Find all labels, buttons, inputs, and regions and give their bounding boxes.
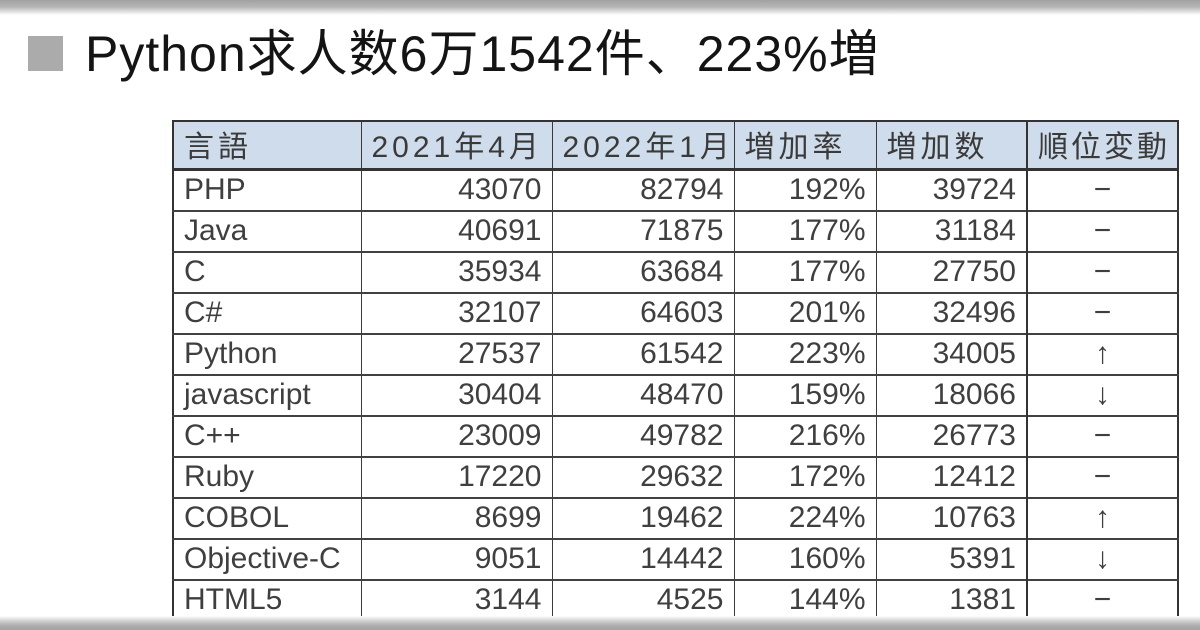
value-cell: 26773	[875, 415, 1027, 457]
table-row: PHP 43070 82794 192% 39724−	[173, 169, 1178, 211]
language-cell: Ruby	[173, 456, 361, 498]
value-cell: 12412	[875, 456, 1027, 498]
value-cell: 3144	[360, 579, 552, 621]
rank-change-cell: −	[1026, 251, 1178, 293]
rank-change-cell: ↑	[1026, 333, 1178, 375]
value-cell: 48470	[551, 374, 734, 416]
table-row: C++ 23009 49782 216% 26773−	[173, 415, 1178, 457]
rank-change-cell: −	[1026, 579, 1178, 621]
column-header: 増加率	[733, 121, 876, 171]
table-row: Objective-C 9051 14442 160% 5391 ↓	[173, 538, 1178, 580]
value-cell: 19462	[551, 497, 734, 539]
value-cell: 32496	[875, 292, 1027, 334]
value-cell: 18066	[875, 374, 1027, 416]
value-cell: 39724	[875, 169, 1027, 211]
column-header: 増加数	[875, 121, 1027, 171]
value-cell: 27750	[875, 251, 1027, 293]
value-cell: 1381	[875, 579, 1027, 621]
top-edge-gradient	[0, 0, 1200, 15]
language-cell: HTML5	[173, 579, 361, 621]
rank-change-cell: −	[1026, 169, 1178, 211]
language-cell: C#	[173, 292, 361, 334]
table-row: HTML5 3144 4525 144% 1381−	[173, 579, 1178, 621]
value-cell: 34005	[875, 333, 1027, 375]
value-cell: 9051	[360, 538, 552, 580]
value-cell: 23009	[360, 415, 552, 457]
language-cell: PHP	[184, 172, 246, 206]
language-cell: javascript	[173, 374, 361, 416]
header-row: 言語 2021年4月 2022年1月 増加率 増加数 順位変動	[173, 121, 1178, 171]
rank-change-cell: ↓	[1026, 538, 1178, 580]
rank-change-cell: −	[1026, 415, 1178, 457]
value-cell: 17220	[360, 456, 552, 498]
column-header: 言語	[173, 121, 361, 171]
page-title: Python求人数6万1542件、223%増	[85, 26, 880, 82]
column-header: 2021年4月	[360, 121, 552, 171]
table-row: Ruby 17220 29632 172% 12412−	[173, 456, 1178, 498]
value-cell: 35934	[360, 251, 552, 293]
rank-change-cell: −	[1026, 292, 1178, 334]
value-cell: 8699	[360, 497, 552, 539]
job-table: 言語 2021年4月 2022年1月 増加率 増加数 順位変動 PHP 43070 82794…	[172, 120, 1179, 622]
language-cell: Objective-C	[173, 538, 361, 580]
value-cell: 159%	[733, 374, 876, 416]
value-cell: 4525	[551, 579, 734, 621]
value-cell: 49782	[551, 415, 734, 457]
value-cell: 29632	[551, 456, 734, 498]
table-row: C# 32107 64603 201% 32496−	[173, 292, 1178, 334]
language-cell: C	[173, 251, 361, 293]
value-cell: 63684	[551, 251, 734, 293]
value-cell: 5391	[875, 538, 1027, 580]
value-cell: 177%	[733, 210, 876, 252]
language-cell: Python	[173, 333, 361, 375]
bottom-edge-gradient	[0, 616, 1200, 630]
value-cell: 160%	[733, 538, 876, 580]
value-cell: 31184	[875, 210, 1027, 252]
value-cell: 64603	[551, 292, 734, 334]
table-row: Python 27537 61542 223% 34005 ↑	[173, 333, 1178, 375]
value-cell: 43070	[360, 169, 552, 211]
column-header: 順位変動	[1026, 121, 1178, 171]
value-cell: 144%	[733, 579, 876, 621]
value-cell: 30404	[360, 374, 552, 416]
table-row: Java 40691 71875 177% 31184−	[173, 210, 1178, 252]
table-row: C 35934 63684 177% 27750−	[173, 251, 1178, 293]
value-cell: 10763	[875, 497, 1027, 539]
value-cell: 71875	[551, 210, 734, 252]
rank-change-cell: −	[1026, 210, 1178, 252]
value-cell: 177%	[733, 251, 876, 293]
job-table-body: PHP 43070 82794 192% 39724− Java 40691 71875 177…	[173, 169, 1178, 621]
value-cell: 224%	[733, 497, 876, 539]
value-cell: 216%	[733, 415, 876, 457]
value-cell: 201%	[733, 292, 876, 334]
job-table-header: 言語 2021年4月 2022年1月 増加率 増加数 順位変動	[173, 121, 1178, 171]
value-cell: 32107	[360, 292, 552, 334]
value-cell: 223%	[733, 333, 876, 375]
value-cell: 14442	[551, 538, 734, 580]
value-cell: 40691	[360, 210, 552, 252]
table-row: javascript 30404 48470 159% 18066 ↓	[173, 374, 1178, 416]
column-header: 2022年1月	[551, 121, 734, 171]
language-cell: C++	[173, 415, 361, 457]
language-cell: COBOL	[173, 497, 361, 539]
value-cell: 172%	[733, 456, 876, 498]
value-cell: 27537	[360, 333, 552, 375]
square-bullet-icon	[28, 36, 63, 71]
rank-change-cell: −	[1026, 456, 1178, 498]
language-cell: Java	[173, 210, 361, 252]
table-row: COBOL 8699 19462 224% 10763 ↑	[173, 497, 1178, 539]
headline: Python求人数6万1542件、223%増	[28, 26, 880, 82]
rank-change-cell: ↓	[1026, 374, 1178, 416]
value-cell: 61542	[551, 333, 734, 375]
value-cell: 82794	[551, 169, 734, 211]
rank-change-cell: ↑	[1026, 497, 1178, 539]
value-cell: 192%	[733, 169, 876, 211]
